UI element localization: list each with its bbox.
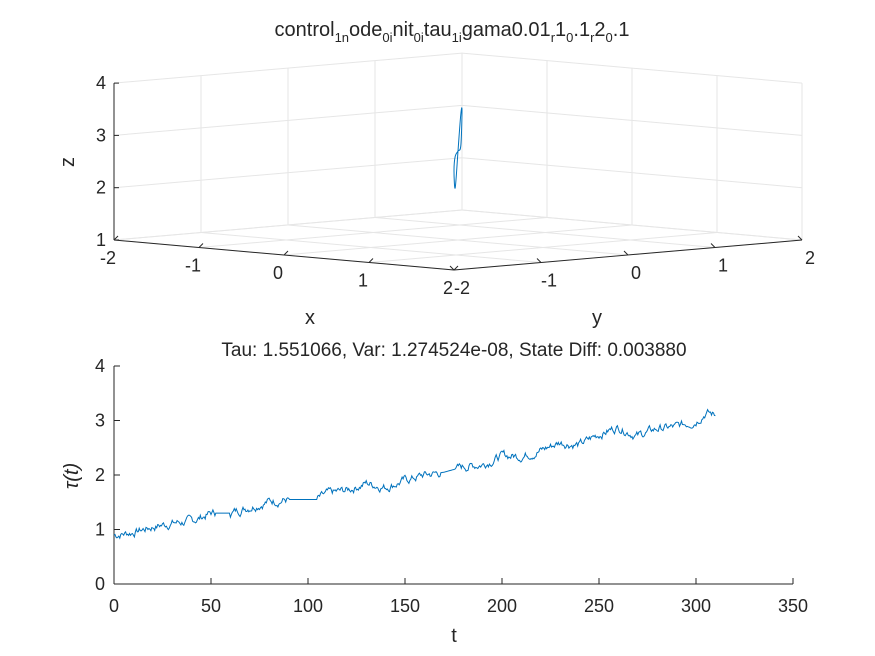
y-tick-label: 0 — [631, 263, 641, 283]
z-tick-label: 1 — [96, 230, 106, 250]
bottom-y-tick-label: 3 — [95, 411, 105, 431]
bottom-x-tick-label: 50 — [201, 596, 221, 616]
bottom-axes: Tau: 1.551066, Var: 1.274524e-08, State … — [61, 340, 808, 647]
bottom-y-tick-label: 2 — [95, 465, 105, 485]
wall-gridline — [113, 157, 463, 189]
bottom-y-tick-label: 0 — [95, 574, 105, 594]
top-x-ticks: -2 -1 0 1 2 — [100, 235, 459, 298]
wall-gridline — [461, 157, 803, 189]
y-tick — [710, 243, 716, 248]
y-tick — [623, 250, 629, 256]
bottom-x-tick-label: 150 — [390, 596, 420, 616]
x-tick-label: 2 — [443, 278, 453, 298]
x-tick-label: -2 — [100, 248, 116, 268]
top-y-label: y — [592, 307, 602, 329]
bottom-x-tick-label: 250 — [584, 596, 614, 616]
wall-gridline — [113, 209, 463, 241]
top-grid — [113, 52, 803, 271]
floor-gridline — [368, 232, 718, 263]
z-tick-label: 2 — [96, 178, 106, 198]
z-tick-label: 3 — [96, 125, 106, 145]
x-tick-label: 0 — [273, 263, 283, 283]
y-tick-label: -1 — [541, 271, 557, 291]
bottom-x-tick-label: 350 — [778, 596, 808, 616]
bottom-series-line — [113, 408, 716, 540]
y-tick — [797, 235, 803, 241]
top-3d-axes: control1node0init0itau1igama0.01r10.1r20… — [57, 19, 815, 329]
x-tick — [368, 258, 374, 263]
y-tick-label: -2 — [454, 278, 470, 298]
y-tick — [536, 258, 542, 263]
top-series-line — [453, 107, 463, 189]
bottom-x-tick-label: 100 — [293, 596, 323, 616]
top-z-ticks: 1 2 3 4 — [96, 73, 119, 250]
top-x-label: x — [305, 307, 315, 329]
x-tick — [198, 243, 204, 248]
wall-gridline — [461, 52, 803, 84]
bottom-y-ticks: 0 1 2 3 4 — [95, 356, 120, 594]
x-tick — [453, 265, 459, 271]
bottom-x-label: t — [451, 625, 457, 647]
top-axis-box — [113, 83, 803, 271]
wall-gridline — [113, 104, 463, 136]
bottom-y-label: τ(t) — [61, 463, 83, 489]
y-tick-label: 1 — [718, 256, 728, 276]
z-tick-label: 4 — [96, 73, 106, 93]
bottom-y-tick-label: 4 — [95, 356, 105, 376]
top-title: control1node0init0itau1igama0.01r10.1r20… — [275, 19, 630, 45]
bottom-x-tick-label: 300 — [681, 596, 711, 616]
bottom-x-tick-label: 0 — [109, 596, 119, 616]
floor-gridline — [374, 217, 716, 248]
bottom-y-tick-label: 1 — [95, 520, 105, 540]
wall-gridline — [461, 104, 803, 136]
wall-gridline — [461, 209, 803, 241]
top-z-label: z — [57, 157, 79, 167]
x-tick — [283, 250, 289, 256]
bottom-axis-box — [113, 366, 793, 585]
bottom-x-tick-label: 200 — [487, 596, 517, 616]
x-tick — [113, 235, 119, 241]
y-tick — [449, 265, 455, 271]
bottom-x-ticks: 0 50 100 150 200 250 300 350 — [109, 578, 808, 616]
y-tick-label: 2 — [805, 248, 815, 268]
top-y-ticks: -2 -1 0 1 2 — [449, 235, 815, 298]
wall-gridline — [113, 52, 463, 84]
x-tick-label: -1 — [185, 256, 201, 276]
x-tick-label: 1 — [358, 271, 368, 291]
floor-gridline — [287, 224, 629, 256]
bottom-title: Tau: 1.551066, Var: 1.274524e-08, State … — [221, 340, 686, 361]
